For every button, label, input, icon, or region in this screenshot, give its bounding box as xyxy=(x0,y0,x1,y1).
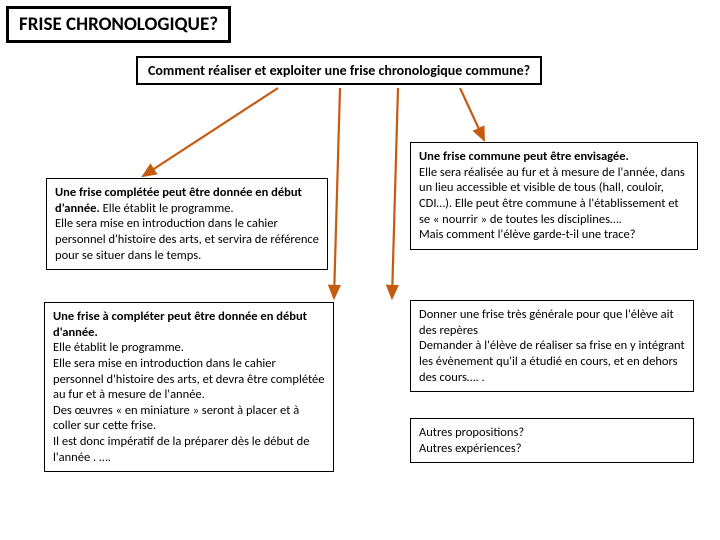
box-left-1-line2: Elle sera mise en introduction dans le c… xyxy=(55,216,319,262)
box-left-1: Une frise complétée peut être donnée en … xyxy=(46,178,328,270)
main-title-text: FRISE CHRONOLOGIQUE? xyxy=(19,13,218,36)
box-left-2: Une frise à compléter peut être donnée e… xyxy=(44,302,334,472)
box-right-1-bold: Une frise commune peut être envisagée. xyxy=(419,149,629,164)
box-right-2-line1: Donner une frise très générale pour que … xyxy=(419,307,674,338)
arrow-3 xyxy=(392,88,398,298)
box-right-3-line1: Autres propositions? xyxy=(419,425,524,440)
box-right-3: Autres propositions? Autres expériences? xyxy=(410,418,694,463)
box-right-3-line2: Autres expériences? xyxy=(419,441,522,456)
box-right-2: Donner une frise très générale pour que … xyxy=(410,300,694,392)
arrow-4 xyxy=(460,88,484,140)
box-left-2-line2: Elle établit le programme. xyxy=(53,340,184,355)
box-right-1-line2: Elle sera réalisée au fur et à mesure de… xyxy=(419,165,685,227)
box-left-2-bold: Une frise à compléter peut être donnée e… xyxy=(53,309,307,340)
arrow-2 xyxy=(334,88,340,298)
subtitle-text: Comment réaliser et exploiter une frise … xyxy=(148,62,530,79)
box-right-1: Une frise commune peut être envisagée. E… xyxy=(410,142,698,250)
main-title-box: FRISE CHRONOLOGIQUE? xyxy=(6,6,231,43)
box-right-1-line3: Mais comment l'élève garde-t-il une trac… xyxy=(419,227,636,242)
box-left-2-line5: Il est donc impératif de la préparer dès… xyxy=(53,434,309,465)
box-left-2-line4: Des œuvres « en miniature » seront à pla… xyxy=(53,403,299,434)
box-left-1-rest: Elle établit le programme. xyxy=(100,201,234,216)
box-right-2-line2: Demander à l'élève de réaliser sa frise … xyxy=(419,338,685,384)
box-left-2-line3: Elle sera mise en introduction dans le c… xyxy=(53,356,324,402)
arrow-1 xyxy=(143,88,278,176)
subtitle-box: Comment réaliser et exploiter une frise … xyxy=(136,56,542,85)
